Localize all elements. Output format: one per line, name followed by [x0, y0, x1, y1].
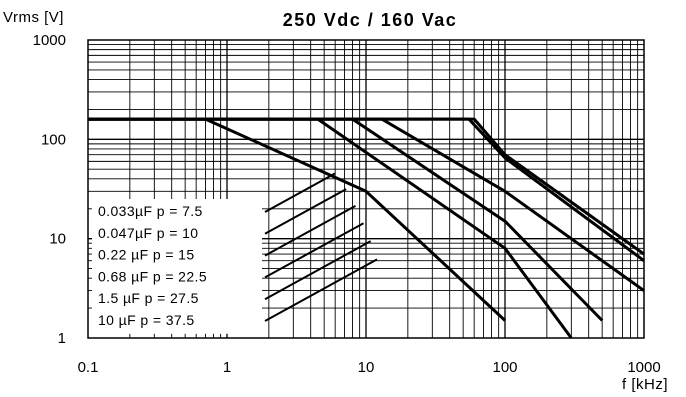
- legend-leader-line: [264, 222, 365, 279]
- legend-leader-line: [264, 188, 347, 235]
- y-tick-label: 100: [41, 131, 66, 148]
- y-tick-label: 10: [49, 231, 66, 248]
- plot-frame: [87, 39, 645, 339]
- y-tick-label: 1: [58, 330, 66, 347]
- chart-title: 250 Vdc / 160 Vac: [283, 10, 458, 30]
- legend: 0.033µF p = 7.5 0.047µF p = 10 0.22 µF p =…: [92, 172, 378, 334]
- legend-leader-line: [264, 240, 372, 301]
- grid: [88, 40, 644, 338]
- legend-entry: 0.033µF p = 7.5: [98, 203, 203, 219]
- legend-entry: 0.22 µF p = 15: [98, 247, 195, 263]
- legend-leader-line: [264, 258, 378, 322]
- x-tick-label: 1: [223, 359, 231, 376]
- legend-entry: 0.047µF p = 10: [98, 225, 198, 241]
- series-line: [88, 117, 507, 322]
- x-tick-label: 1000: [627, 359, 660, 376]
- tick-labels: 0.1 1 10 100 1000 1 10 100 1000: [33, 32, 661, 376]
- legend-entry: 1.5 µF p = 27.5: [98, 290, 199, 306]
- x-tick-label: 0.1: [78, 359, 99, 376]
- legend-entry: 0.68 µF p = 22.5: [98, 268, 207, 284]
- legend-leader-line: [264, 172, 336, 213]
- x-tick-label: 100: [492, 359, 517, 376]
- x-axis-label: f [kHz]: [622, 376, 668, 393]
- x-tick-label: 10: [358, 359, 375, 376]
- legend-entry: 10 µF p = 37.5: [98, 312, 195, 328]
- series-lines: [88, 117, 645, 339]
- legend-box: [92, 199, 262, 334]
- y-axis-label: Vrms [V]: [3, 9, 64, 26]
- y-tick-label: 1000: [33, 32, 66, 49]
- legend-leader-line: [264, 204, 356, 257]
